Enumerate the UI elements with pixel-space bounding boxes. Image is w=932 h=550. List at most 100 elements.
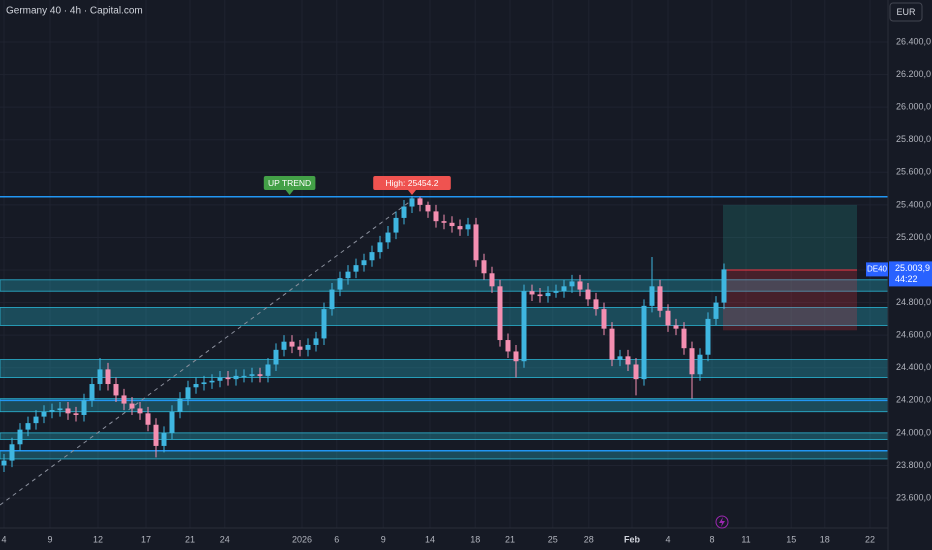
- candle-body: [521, 291, 527, 362]
- candle-body: [417, 198, 423, 205]
- candle-body: [641, 305, 647, 380]
- candle-body: [185, 387, 191, 399]
- candle-body: [217, 377, 223, 381]
- candle-body: [585, 289, 591, 300]
- candle-body: [481, 260, 487, 274]
- x-tick-label: 4: [665, 534, 670, 544]
- y-tick-label: 24.600,0: [896, 330, 931, 340]
- candle-body: [49, 410, 55, 412]
- candle-body: [249, 374, 255, 376]
- x-tick-label: 9: [381, 534, 386, 544]
- alert-icon[interactable]: [715, 515, 729, 529]
- candle-body: [561, 286, 567, 292]
- candle-body: [649, 286, 655, 306]
- candle-body: [721, 269, 727, 303]
- candle-body: [337, 278, 343, 290]
- candle-body: [121, 395, 127, 404]
- candle-body: [697, 354, 703, 375]
- candle-body: [113, 384, 119, 396]
- candle-body: [137, 408, 143, 414]
- candle-body: [617, 356, 623, 360]
- candle-body: [369, 252, 375, 261]
- candle-body: [305, 344, 311, 350]
- y-tick-label: 24.800,0: [896, 297, 931, 307]
- candle-body: [401, 206, 407, 218]
- candle-body: [89, 384, 95, 401]
- candle-body: [225, 377, 231, 380]
- x-tick-label: 15: [786, 534, 796, 544]
- candle-body: [473, 224, 479, 261]
- annotation-box: [373, 176, 451, 190]
- candle-body: [41, 411, 47, 417]
- symbol-tag-bg: [866, 262, 888, 277]
- candle-body: [665, 310, 671, 326]
- x-tick-label: 21: [505, 534, 515, 544]
- candle-body: [209, 380, 215, 383]
- annotation-text: High: 25454.2: [386, 178, 439, 188]
- zone: [0, 432, 889, 440]
- x-tick-label: 25: [548, 534, 558, 544]
- candle-body: [145, 413, 151, 425]
- candle-body: [313, 338, 319, 345]
- y-tick-label: 26.200,0: [896, 69, 931, 79]
- candle-body: [705, 318, 711, 355]
- candle-body: [33, 416, 39, 424]
- currency-box[interactable]: [889, 2, 923, 22]
- trend-line: [0, 199, 413, 506]
- position-profit: [723, 204, 857, 271]
- candle-body: [17, 429, 23, 445]
- candle-body: [593, 299, 599, 310]
- candle-body: [353, 265, 359, 272]
- x-tick-label: 4: [1, 534, 6, 544]
- y-tick-label: 23.600,0: [896, 492, 931, 502]
- countdown: 44:22: [895, 274, 918, 284]
- candle-body: [657, 286, 663, 311]
- x-tick-label: 8: [709, 534, 714, 544]
- currency[interactable]: EUR: [896, 7, 916, 17]
- candle-body: [673, 325, 679, 329]
- x-tick-label: 18: [470, 534, 480, 544]
- candle-body: [609, 328, 615, 360]
- candle-body: [297, 346, 303, 350]
- y-tick-label: 24.000,0: [896, 427, 931, 437]
- annotation-box: [263, 176, 316, 190]
- candle-body: [241, 375, 247, 377]
- candle-body: [513, 351, 519, 362]
- candle-body: [345, 271, 351, 279]
- annotation-text: UP TREND: [268, 178, 311, 188]
- candle-body: [281, 341, 287, 350]
- candle-body: [601, 309, 607, 329]
- candle-body: [385, 232, 391, 243]
- last-price-bg: [889, 261, 932, 287]
- x-tick-label: 6: [334, 534, 339, 544]
- y-tick-label: 23.800,0: [896, 460, 931, 470]
- x-tick-label: 17: [141, 534, 151, 544]
- last-price: 25.003,9: [895, 263, 930, 273]
- candle-body: [553, 291, 559, 293]
- candle-body: [265, 364, 271, 376]
- x-tick-label: 12: [93, 534, 103, 544]
- annotation: High: 25454.2: [373, 176, 451, 195]
- candle-body: [689, 348, 695, 375]
- alert-bolt: [719, 517, 725, 527]
- candle-body: [465, 224, 471, 230]
- x-tick-label: 24: [220, 534, 230, 544]
- candle-body: [153, 424, 159, 446]
- candle-body: [625, 356, 631, 365]
- x-tick-label: 21: [185, 534, 195, 544]
- y-tick-label: 25.400,0: [896, 199, 931, 209]
- candle-body: [409, 198, 415, 207]
- candle-body: [441, 221, 447, 223]
- candle-body: [361, 260, 367, 266]
- candle-body: [681, 328, 687, 349]
- candle-body: [65, 408, 71, 414]
- candle-body: [489, 273, 495, 287]
- candle-body: [393, 217, 399, 233]
- x-tick-label: 9: [47, 534, 52, 544]
- candle-body: [577, 281, 583, 290]
- candle-body: [161, 432, 167, 446]
- annotation: UP TREND: [263, 176, 316, 195]
- y-tick-label: 26.000,0: [896, 102, 931, 112]
